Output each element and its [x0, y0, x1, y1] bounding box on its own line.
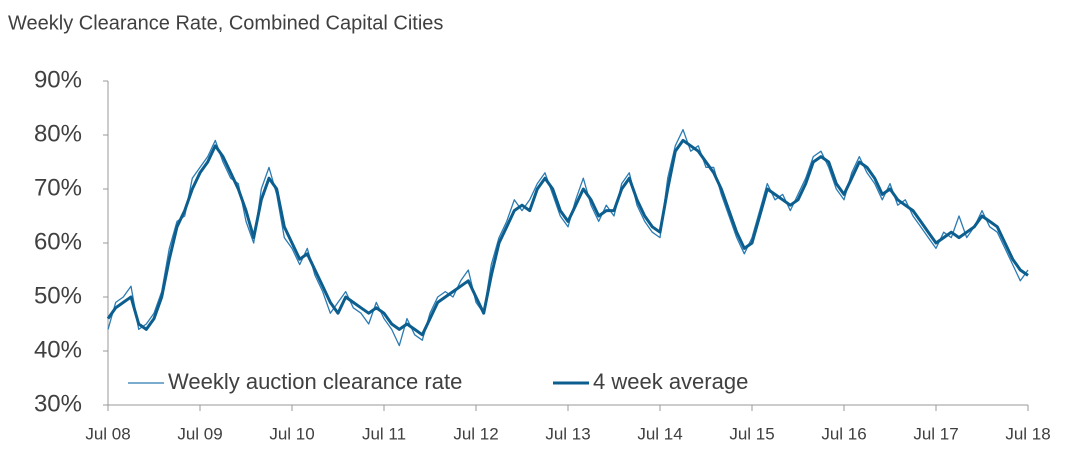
y-tick-label: 30%: [34, 390, 82, 417]
y-tick-label: 80%: [34, 120, 82, 147]
x-tick-label: Jul 14: [637, 424, 682, 443]
x-tick-label: Jul 10: [269, 424, 314, 443]
legend-label: Weekly auction clearance rate: [168, 369, 462, 394]
y-tick-label: 40%: [34, 336, 82, 363]
x-tick-label: Jul 17: [913, 424, 958, 443]
y-tick-label: 70%: [34, 174, 82, 201]
x-tick-label: Jul 11: [362, 424, 406, 443]
legend-label: 4 week average: [593, 369, 748, 394]
y-tick-label: 60%: [34, 228, 82, 255]
x-tick-label: Jul 13: [545, 424, 590, 443]
y-tick-label: 50%: [34, 282, 82, 309]
x-tick-label: Jul 08: [85, 424, 130, 443]
x-tick-label: Jul 15: [729, 424, 774, 443]
x-tick-label: Jul 16: [821, 424, 866, 443]
x-tick-label: Jul 12: [453, 424, 498, 443]
x-tick-label: Jul 09: [177, 424, 222, 443]
series-line: [107, 128, 1029, 347]
chart-title: Weekly Clearance Rate, Combined Capital …: [8, 12, 443, 34]
x-tick-label: Jul 18: [1005, 424, 1050, 443]
series-line: [106, 138, 1029, 337]
y-tick-label: 90%: [34, 66, 82, 93]
